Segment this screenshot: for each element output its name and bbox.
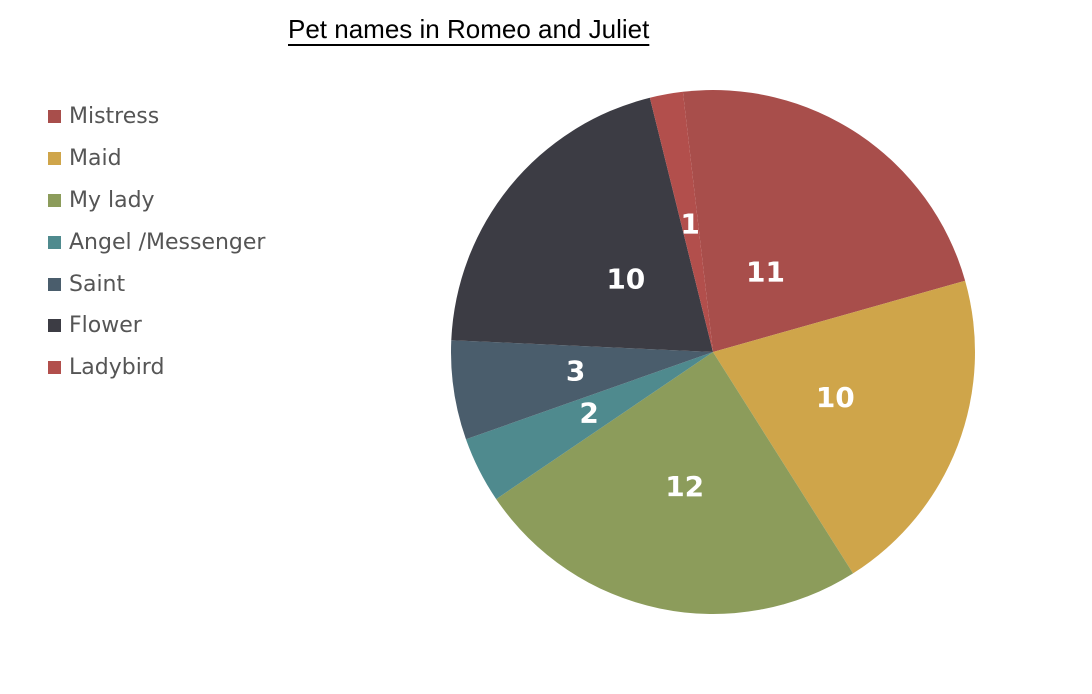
legend-item-saint: Saint bbox=[48, 263, 265, 305]
data-label: 12 bbox=[665, 470, 704, 503]
legend-item-maid: Maid bbox=[48, 138, 265, 180]
data-label: 1 bbox=[680, 208, 699, 241]
pie-slice-angel-messenger bbox=[465, 352, 713, 500]
pie-slice-ladybird bbox=[649, 91, 713, 353]
legend-label: Mistress bbox=[69, 104, 160, 130]
legend-swatch bbox=[48, 193, 61, 207]
legend-item-mistress: Mistress bbox=[48, 96, 265, 138]
pie-slice-maid bbox=[713, 280, 975, 574]
pie-slice-mistress bbox=[682, 90, 966, 353]
legend-swatch bbox=[48, 361, 61, 375]
legend-swatch bbox=[48, 235, 61, 249]
legend-swatch bbox=[48, 319, 61, 333]
legend-label: Ladybird bbox=[69, 355, 165, 381]
data-label: 10 bbox=[816, 381, 855, 414]
legend-label: Saint bbox=[69, 271, 126, 297]
data-label: 10 bbox=[606, 263, 645, 296]
pie-slice-my-lady bbox=[496, 352, 854, 614]
legend-item-angel-messenger: Angel /Messenger bbox=[48, 221, 265, 263]
legend-label: My lady bbox=[69, 187, 155, 213]
legend-swatch bbox=[48, 110, 61, 124]
legend-label: Maid bbox=[69, 146, 122, 172]
legend-swatch bbox=[48, 277, 61, 291]
legend-item-flower: Flower bbox=[48, 305, 265, 347]
pie-slice-saint bbox=[451, 340, 713, 440]
legend-swatch bbox=[48, 152, 61, 166]
legend-label: Flower bbox=[69, 313, 142, 339]
chart-legend: Mistress Maid My lady Angel /Messenger S… bbox=[48, 96, 265, 389]
legend-label: Angel /Messenger bbox=[69, 229, 266, 255]
legend-item-my-lady: My lady bbox=[48, 180, 265, 222]
data-label: 2 bbox=[579, 397, 598, 430]
legend-item-ladybird: Ladybird bbox=[48, 347, 265, 389]
pie-slice-flower bbox=[451, 97, 713, 352]
data-label: 11 bbox=[746, 256, 785, 289]
data-label: 3 bbox=[566, 354, 585, 387]
chart-title: Pet names in Romeo and Juliet bbox=[288, 14, 650, 44]
